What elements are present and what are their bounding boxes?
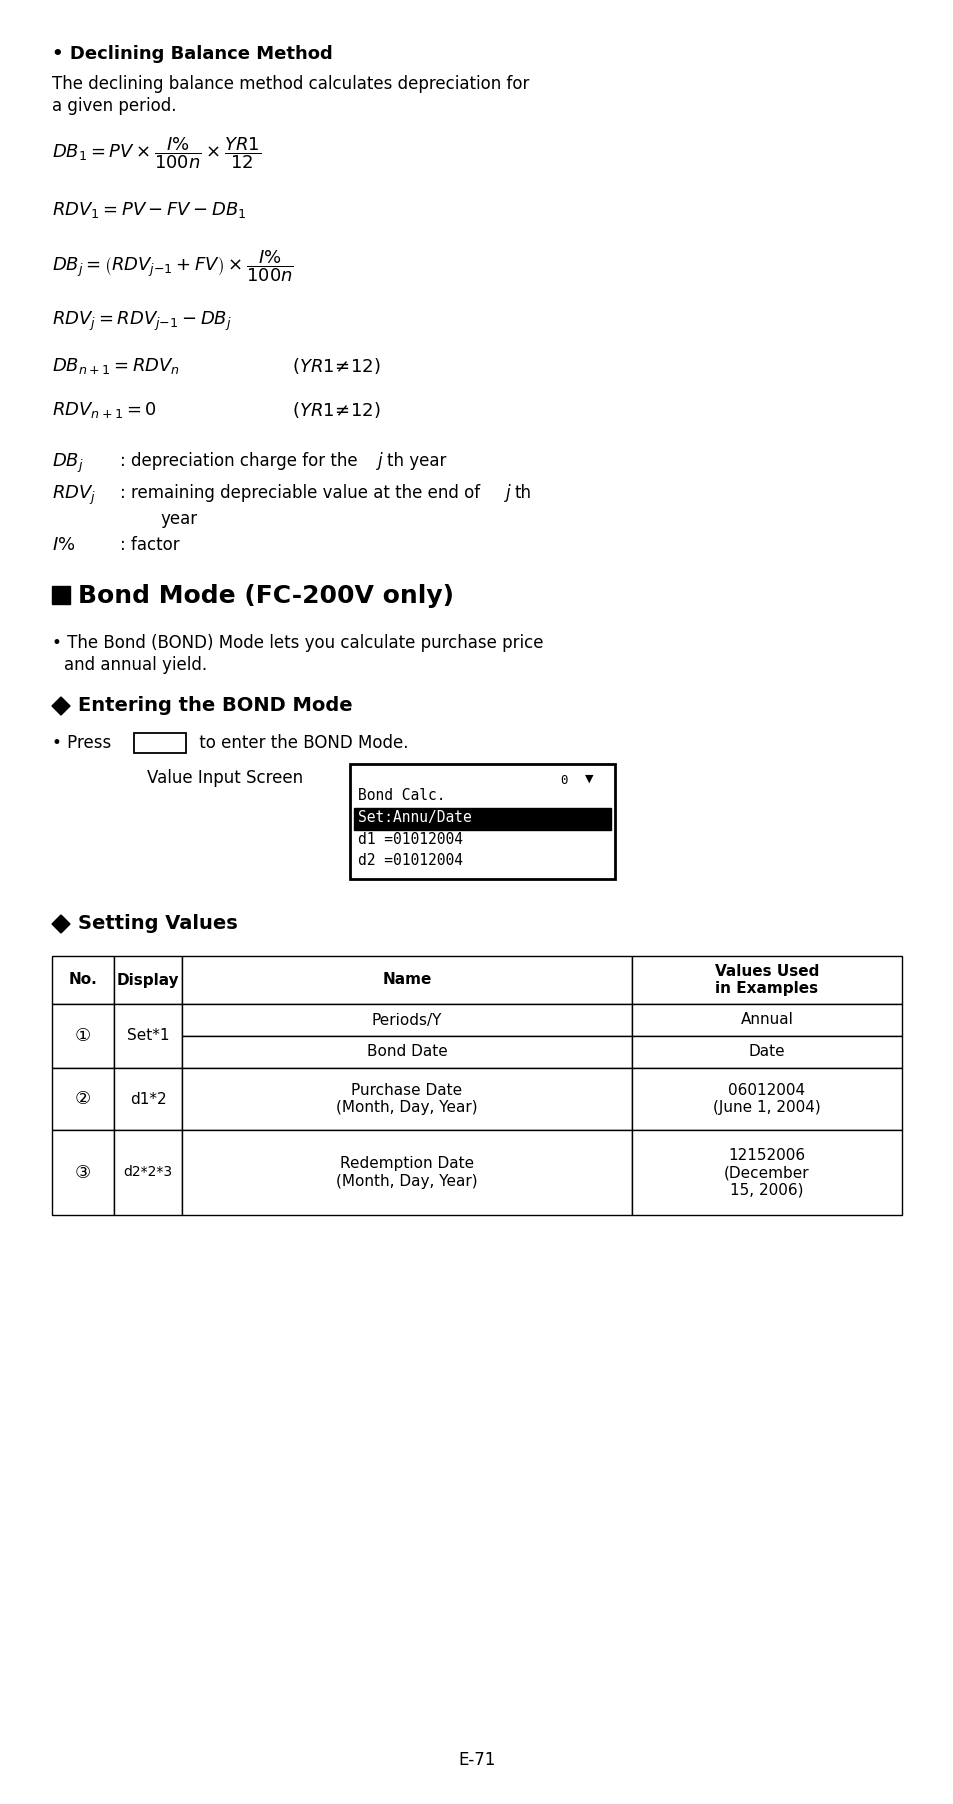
Text: Setting Values: Setting Values [78,915,237,933]
Text: d2 =01012004: d2 =01012004 [357,853,462,868]
Bar [113,1005,182,1068]
Text: d1 =01012004: d1 =01012004 [357,832,462,848]
Text: Display: Display [116,972,179,987]
Text: Periods/Y: Periods/Y [372,1012,442,1028]
Text: : depreciation charge for the: : depreciation charge for the [120,453,362,471]
Text: a given period.: a given period. [52,97,176,115]
Text: : factor: : factor [120,536,179,554]
Text: ③: ③ [75,1164,91,1182]
Bar [52,1005,113,1068]
Text: No.: No. [69,972,97,987]
Bar [182,956,631,1005]
Text: Set*1: Set*1 [127,1028,169,1043]
Text: Name: Name [382,972,432,987]
Text: $DB_j = \left(RDV_{j\mathsf{-}1} + FV\right) \times \dfrac{I\%}{100n}$: $DB_j = \left(RDV_{j\mathsf{-}1} + FV\ri… [52,247,294,283]
Text: ▼: ▼ [584,774,593,785]
Text: $(YR1\!\neq\!12)$: $(YR1\!\neq\!12)$ [292,355,380,375]
Text: • Press: • Press [52,734,116,752]
Bar [52,1129,113,1216]
Text: Values Used
in Examples: Values Used in Examples [714,963,819,996]
Text: Set:Annu/Date: Set:Annu/Date [357,810,471,824]
Text: $RDV_{n+1} = 0$: $RDV_{n+1} = 0$ [52,400,156,420]
Text: $RDV_j = RDV_{j\mathsf{-}1} - DB_j$: $RDV_j = RDV_{j\mathsf{-}1} - DB_j$ [52,310,232,334]
Text: Purchase Date
(Month, Day, Year): Purchase Date (Month, Day, Year) [335,1082,477,1115]
Bar [113,1129,182,1216]
Bar [182,1005,631,1035]
Bar [52,956,113,1005]
Text: BOND: BOND [144,734,175,747]
Text: Annual: Annual [740,1012,793,1028]
Bar [52,586,70,604]
Text: Bond Mode (FC-200V only): Bond Mode (FC-200V only) [78,584,454,608]
Text: 06012004
(June 1, 2004): 06012004 (June 1, 2004) [713,1082,820,1115]
Bar [354,808,610,830]
Text: E-71: E-71 [457,1752,496,1770]
Text: and annual yield.: and annual yield. [64,657,207,675]
Bar [182,1068,631,1129]
Text: $DB_j$: $DB_j$ [52,453,84,474]
Text: $RDV_j$: $RDV_j$ [52,483,96,507]
Text: th: th [515,483,532,502]
Text: year: year [160,511,197,529]
Text: j: j [505,483,510,502]
Bar [631,1035,901,1068]
Bar [182,1129,631,1216]
Text: th year: th year [387,453,446,471]
Bar [113,956,182,1005]
Text: ②: ② [75,1090,91,1108]
Text: 0: 0 [559,774,567,787]
Text: $DB_{n+1} = RDV_n$: $DB_{n+1} = RDV_n$ [52,355,180,375]
Bar [133,732,186,752]
Text: Bond Calc.: Bond Calc. [357,788,445,803]
Text: ①: ① [75,1026,91,1045]
Text: The declining balance method calculates depreciation for: The declining balance method calculates … [52,76,529,94]
Polygon shape [52,915,70,933]
Text: Entering the BOND Mode: Entering the BOND Mode [78,696,353,714]
Text: • Declining Balance Method: • Declining Balance Method [52,45,333,63]
Text: Date: Date [748,1045,784,1059]
Bar [631,1068,901,1129]
Text: d1*2: d1*2 [130,1091,166,1106]
Text: $(YR1\!\neq\!12)$: $(YR1\!\neq\!12)$ [292,400,380,420]
Bar [113,1068,182,1129]
Text: d2*2*3: d2*2*3 [123,1165,172,1180]
Bar [350,765,615,879]
Text: : remaining depreciable value at the end of: : remaining depreciable value at the end… [120,483,485,502]
Text: • The Bond (BOND) Mode lets you calculate purchase price: • The Bond (BOND) Mode lets you calculat… [52,633,543,651]
Text: Bond Date: Bond Date [366,1045,447,1059]
Text: $RDV_1 = PV - FV - DB_1$: $RDV_1 = PV - FV - DB_1$ [52,200,246,220]
Text: to enter the BOND Mode.: to enter the BOND Mode. [193,734,408,752]
Text: j: j [377,453,382,471]
Bar [631,956,901,1005]
Text: Redemption Date
(Month, Day, Year): Redemption Date (Month, Day, Year) [335,1156,477,1189]
Bar [631,1129,901,1216]
Polygon shape [52,696,70,714]
Text: $DB_1 = PV \times \dfrac{I\%}{100n} \times \dfrac{YR1}{12}$: $DB_1 = PV \times \dfrac{I\%}{100n} \tim… [52,135,261,171]
Bar [52,1068,113,1129]
Text: Value Input Screen: Value Input Screen [147,769,303,787]
Bar [182,1035,631,1068]
Bar [631,1005,901,1035]
Text: $I\%$: $I\%$ [52,536,75,554]
Text: 12152006
(December
15, 2006): 12152006 (December 15, 2006) [723,1147,809,1198]
